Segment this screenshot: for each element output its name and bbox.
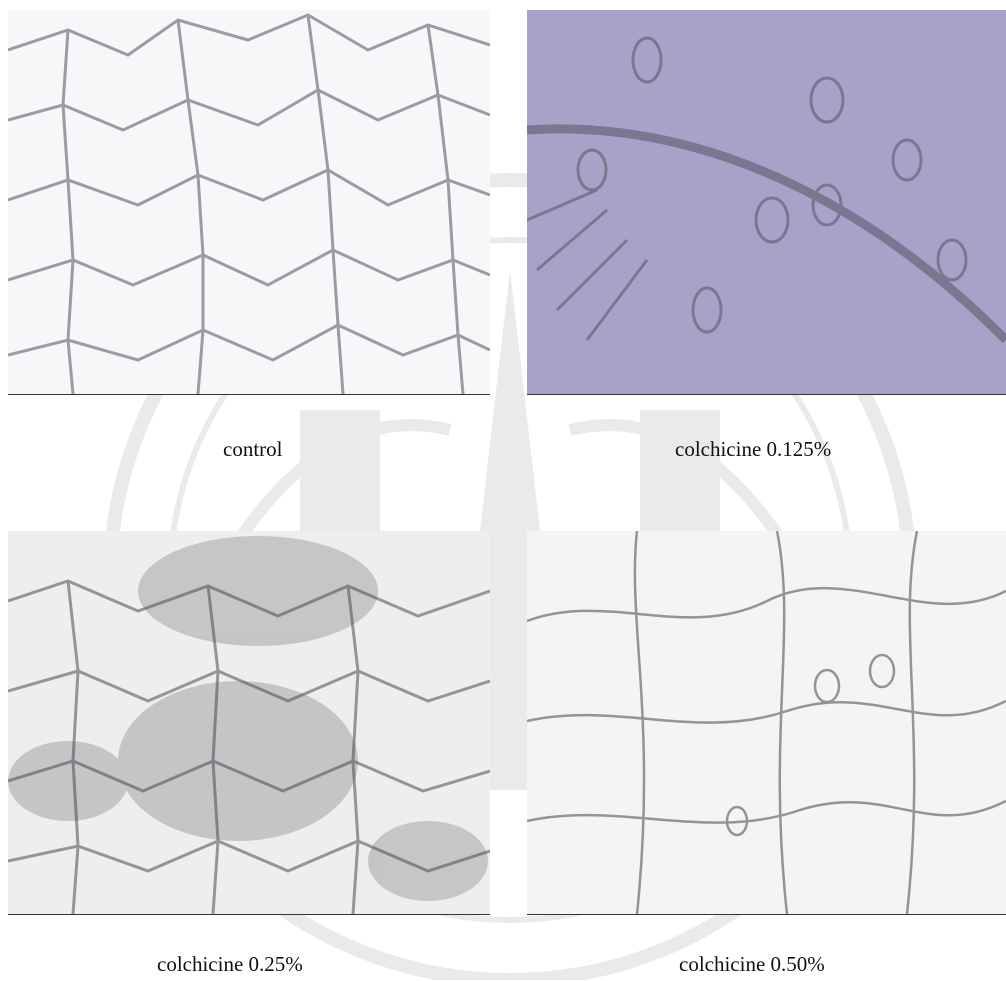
caption-control: control [223,437,283,461]
caption-colchicine-0-125: colchicine 0.125% [675,437,832,461]
caption-colchicine-0-50: colchicine 0.50% [679,952,825,976]
micrograph-control [8,10,490,395]
micrograph-colchicine-0-125 [527,10,1006,395]
caption-colchicine-0-25: colchicine 0.25% [157,952,303,976]
micrograph-colchicine-0-50 [527,531,1006,915]
micrograph-colchicine-0-25 [8,531,490,915]
